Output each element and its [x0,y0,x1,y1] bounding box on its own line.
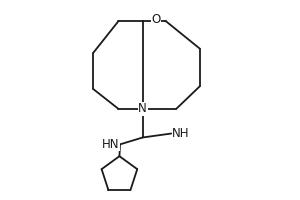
Text: NH: NH [172,127,190,140]
Text: O: O [152,13,161,26]
Text: N: N [138,102,147,115]
Text: HN: HN [101,138,119,151]
